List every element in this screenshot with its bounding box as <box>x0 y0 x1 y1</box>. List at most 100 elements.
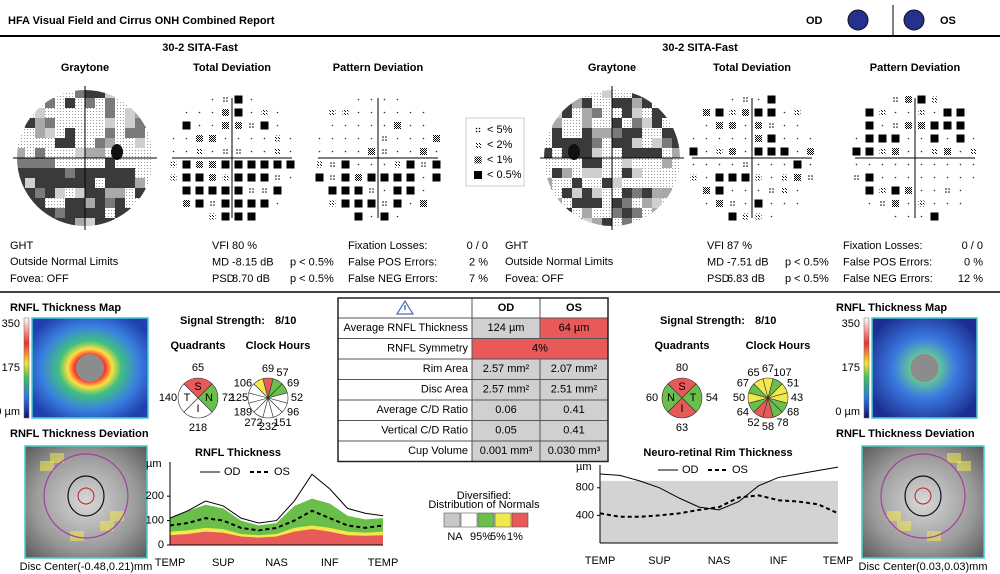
graytone-cell <box>95 198 105 208</box>
clock-value: 68 <box>787 406 799 418</box>
table-row-label: Average C/D Ratio <box>376 404 468 416</box>
x-tick-label: TEMP <box>585 555 616 567</box>
report-title: HFA Visual Field and Cirrus ONH Combined… <box>8 15 275 27</box>
vf-point <box>716 122 723 129</box>
vf-point <box>972 137 975 140</box>
vf-point <box>772 123 774 125</box>
vf-point <box>757 163 760 166</box>
graytone-cell <box>592 218 602 226</box>
vf-point <box>894 176 897 179</box>
graytone-cell <box>552 128 562 138</box>
vf-point <box>183 200 190 207</box>
graytone-cell <box>125 138 135 148</box>
vf-point <box>260 199 269 208</box>
vf-point <box>741 173 750 182</box>
quadrant-letter: I <box>680 403 683 415</box>
eye-label: OD <box>806 15 823 27</box>
vf-point <box>433 135 440 142</box>
graytone-cell <box>115 98 125 108</box>
graytone-cell <box>552 108 562 118</box>
table-value: 2.07 mm² <box>551 363 598 375</box>
graytone-cell <box>642 128 652 138</box>
graytone-cell <box>85 128 95 138</box>
vf-point <box>933 202 936 205</box>
graytone-cell <box>662 218 672 226</box>
norm-legend-label: NA <box>447 531 463 543</box>
graytone-cell <box>105 148 115 158</box>
vf-point <box>943 108 952 117</box>
table-value: 2.51 mm² <box>551 384 598 396</box>
graytone-cell <box>65 178 75 188</box>
graytone-cell <box>25 108 35 118</box>
vf-point <box>743 162 745 164</box>
table-value: 0.41 <box>563 404 584 416</box>
graytone-cell <box>55 168 65 178</box>
graytone-cell <box>125 98 135 108</box>
graytone-cell <box>95 90 105 98</box>
vf-point <box>420 148 427 155</box>
clock-value: 52 <box>747 417 759 429</box>
graytone-cell <box>65 128 75 138</box>
clock-value: 65 <box>747 367 759 379</box>
vf-point <box>757 98 760 101</box>
graytone-cell <box>552 138 562 148</box>
vf-point <box>234 199 243 208</box>
graytone-cell <box>17 138 25 148</box>
vf-point <box>260 173 269 182</box>
vf-point <box>250 98 253 101</box>
vf-point <box>948 191 950 193</box>
graytone-cell <box>45 128 55 138</box>
clock-value: 272 <box>244 417 262 429</box>
vf-point <box>234 95 243 104</box>
vf-point <box>865 121 874 130</box>
vf-point <box>781 174 788 181</box>
deviation-plot <box>852 95 977 221</box>
graytone-cell <box>672 158 680 168</box>
graytone-cell <box>25 178 35 188</box>
deviation-patch <box>957 461 971 471</box>
graytone-cell <box>632 98 642 108</box>
vf-point <box>354 199 363 208</box>
vf-point <box>406 160 415 169</box>
vf-point <box>289 176 292 179</box>
graytone-cell <box>135 198 145 208</box>
vf-point <box>394 161 401 168</box>
graytone-cell <box>622 218 632 226</box>
graytone-cell <box>145 98 153 108</box>
graytone-cell <box>115 158 125 168</box>
normative-band <box>600 480 838 543</box>
vf-point <box>250 150 253 153</box>
graytone-cell <box>562 168 572 178</box>
vf-point <box>857 175 859 177</box>
global-index: VFI <box>707 240 724 252</box>
vf-point <box>385 152 387 154</box>
graytone-cell <box>602 218 612 226</box>
clock-value: 52 <box>291 392 303 404</box>
norm-legend-swatch <box>460 512 478 528</box>
vf-point <box>865 108 874 117</box>
quadrant-value: 63 <box>676 422 688 434</box>
vf-point <box>420 200 427 207</box>
graytone-cell <box>65 138 75 148</box>
clock-value: 67 <box>762 363 774 375</box>
graytone-cell <box>652 148 662 158</box>
graytone-cell <box>145 118 153 128</box>
graytone-cell <box>602 90 612 98</box>
reliability-value: 7 % <box>469 273 488 285</box>
vf-point <box>944 148 951 155</box>
vf-point <box>367 173 376 182</box>
vf-point <box>475 130 478 133</box>
graytone-cell <box>85 148 95 158</box>
vf-point <box>857 178 859 180</box>
graytone-cell <box>55 198 65 208</box>
graytone-cell <box>55 108 65 118</box>
vf-point <box>772 188 774 190</box>
graytone-cell <box>642 118 652 128</box>
axis-unit: µm <box>576 461 592 473</box>
graytone-cell <box>662 178 672 188</box>
norm-legend-swatch <box>494 512 512 528</box>
graytone-cell <box>592 168 602 178</box>
graytone-cell <box>35 218 45 226</box>
graytone-cell <box>662 208 672 218</box>
vf-point <box>703 187 710 194</box>
